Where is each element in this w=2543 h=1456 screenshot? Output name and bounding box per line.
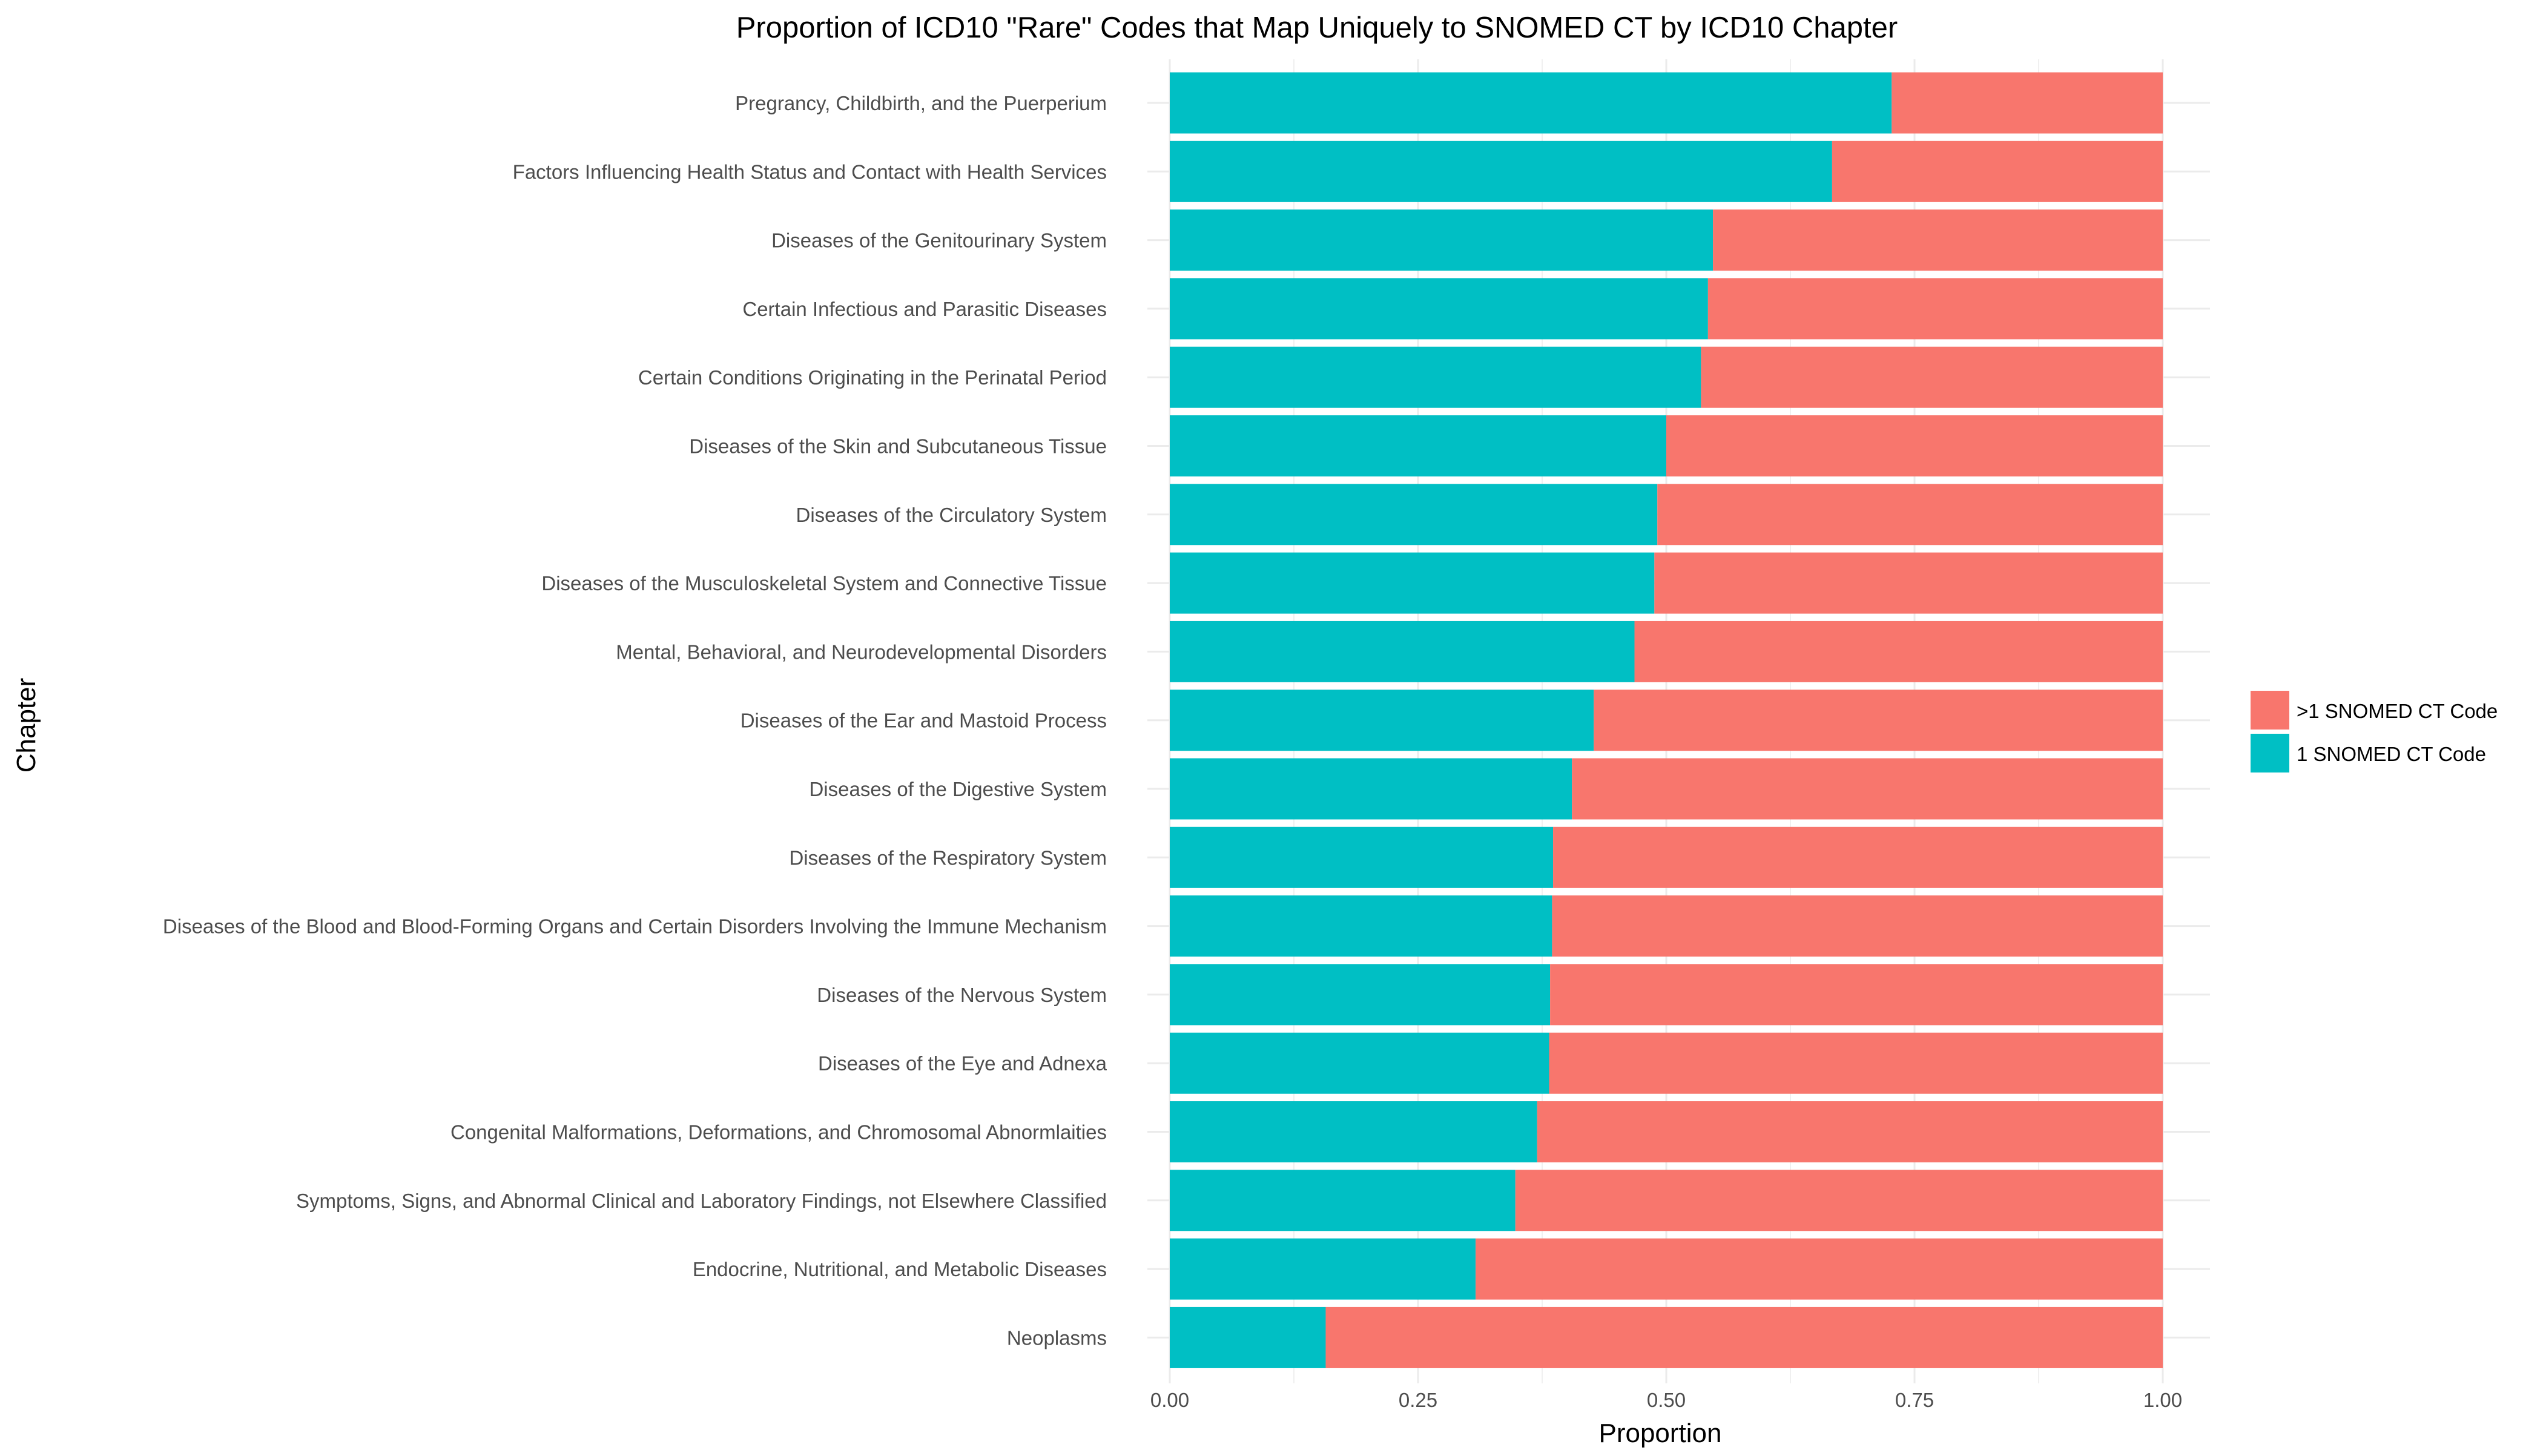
bar-segment-1-snomed-code (1170, 552, 1655, 614)
x-tick-label: 0.25 (1399, 1389, 1437, 1411)
bar-segment-gt1-snomed-code (1476, 1238, 2163, 1300)
y-tick-label: Diseases of the Skin and Subcutaneous Ti… (689, 435, 1107, 458)
y-tick-label: Diseases of the Circulatory System (796, 504, 1107, 526)
bar-segment-1-snomed-code (1170, 484, 1658, 545)
bar-segment-1-snomed-code (1170, 415, 1666, 476)
y-tick-label: Diseases of the Genitourinary System (771, 229, 1107, 252)
y-tick-label: Endocrine, Nutritional, and Metabolic Di… (693, 1258, 1107, 1280)
x-tick-label: 0.00 (1150, 1389, 1189, 1411)
bar-segment-1-snomed-code (1170, 346, 1701, 408)
bar-segment-gt1-snomed-code (1537, 1101, 2163, 1162)
y-tick-label: Symptoms, Signs, and Abnormal Clinical a… (296, 1190, 1107, 1212)
legend-label: 1 SNOMED CT Code (2297, 743, 2486, 765)
y-tick-label: Pregrancy, Childbirth, and the Puerperiu… (735, 92, 1107, 114)
bar-segment-1-snomed-code (1170, 1032, 1549, 1094)
bar-segment-gt1-snomed-code (1707, 278, 2163, 340)
legend-swatch (2251, 734, 2289, 772)
y-tick-label: Diseases of the Digestive System (809, 778, 1107, 800)
bar-segment-gt1-snomed-code (1892, 72, 2163, 134)
legend: >1 SNOMED CT Code 1 SNOMED CT Code (2251, 691, 2498, 772)
bar-segment-1-snomed-code (1170, 895, 1552, 957)
bar-segment-gt1-snomed-code (1634, 621, 2163, 682)
bar-segment-1-snomed-code (1170, 758, 1572, 820)
y-axis-title: Chapter (12, 678, 41, 773)
y-tick-label: Mental, Behavioral, and Neurodevelopment… (616, 641, 1107, 663)
bar-segment-1-snomed-code (1170, 621, 1635, 682)
bar-segment-1-snomed-code (1170, 209, 1713, 271)
chart-title: Proportion of ICD10 "Rare" Codes that Ma… (736, 12, 1898, 44)
bar-segment-gt1-snomed-code (1654, 552, 2163, 614)
bar-segment-gt1-snomed-code (1657, 484, 2163, 545)
legend-swatch (2251, 691, 2289, 730)
y-tick-label: Diseases of the Ear and Mastoid Process (740, 710, 1107, 732)
bar-segment-1-snomed-code (1170, 690, 1594, 751)
bar-segment-gt1-snomed-code (1572, 758, 2163, 820)
bar-segment-1-snomed-code (1170, 140, 1832, 202)
y-tick-label: Diseases of the Blood and Blood-Forming … (163, 915, 1107, 938)
x-tick-label: 1.00 (2143, 1389, 2182, 1411)
x-axis-title: Proportion (1598, 1418, 1721, 1448)
bar-segment-gt1-snomed-code (1713, 209, 2163, 271)
bar-segment-gt1-snomed-code (1515, 1170, 2163, 1231)
bar-segment-gt1-snomed-code (1325, 1306, 2163, 1368)
bar-segment-gt1-snomed-code (1594, 690, 2163, 751)
y-tick-label: Factors Influencing Health Status and Co… (513, 160, 1107, 183)
bar-segment-1-snomed-code (1170, 1306, 1326, 1368)
y-tick-label: Congenital Malformations, Deformations, … (450, 1121, 1107, 1144)
bar-segment-1-snomed-code (1170, 1170, 1516, 1231)
bar-segment-1-snomed-code (1170, 1101, 1537, 1162)
bar-segment-1-snomed-code (1170, 964, 1551, 1026)
y-tick-label: Certain Infectious and Parasitic Disease… (742, 298, 1107, 320)
bar-segment-1-snomed-code (1170, 72, 1892, 134)
legend-label: >1 SNOMED CT Code (2297, 700, 2498, 722)
bar-segment-1-snomed-code (1170, 826, 1554, 888)
bar-segment-gt1-snomed-code (1832, 140, 2163, 202)
bar-segment-gt1-snomed-code (1553, 826, 2163, 888)
x-tick-label: 0.50 (1647, 1389, 1686, 1411)
x-tick-label: 0.75 (1895, 1389, 1934, 1411)
bar-segment-gt1-snomed-code (1701, 346, 2163, 408)
bar-segment-gt1-snomed-code (1666, 415, 2163, 476)
bar-segment-gt1-snomed-code (1549, 1032, 2163, 1094)
y-tick-label: Diseases of the Nervous System (817, 984, 1107, 1006)
y-tick-label: Neoplasms (1007, 1326, 1107, 1349)
bar-segment-1-snomed-code (1170, 1238, 1476, 1300)
bar-segment-gt1-snomed-code (1550, 964, 2163, 1026)
bar-segment-1-snomed-code (1170, 278, 1708, 340)
y-tick-label: Diseases of the Respiratory System (789, 846, 1107, 869)
y-tick-label: Diseases of the Eye and Adnexa (818, 1052, 1107, 1075)
y-tick-label: Certain Conditions Originating in the Pe… (638, 366, 1107, 389)
y-tick-label: Diseases of the Musculoskeletal System a… (541, 572, 1107, 595)
bar-segment-gt1-snomed-code (1552, 895, 2163, 957)
